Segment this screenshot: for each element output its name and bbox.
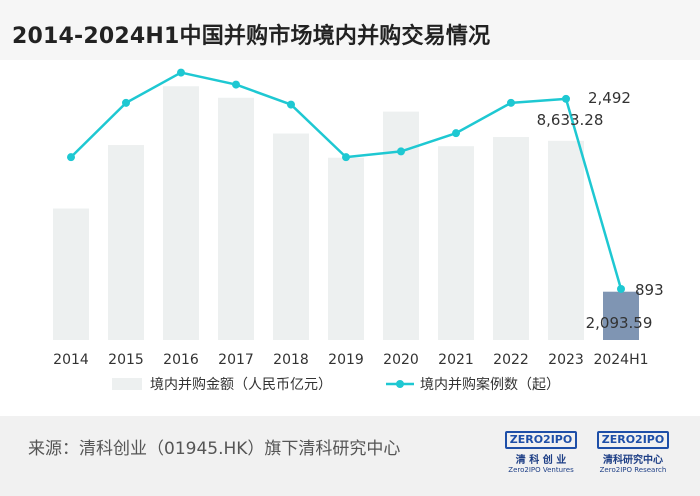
legend: 境内并购金额（人民币亿元） 境内并购案例数（起） — [112, 376, 560, 393]
x-tick-2023: 2023 — [548, 352, 584, 368]
line-point-2023 — [562, 94, 570, 103]
x-tick-2017: 2017 — [218, 352, 254, 368]
legend-line-marker — [396, 380, 404, 388]
combo-chart: 2014 2015 2016 2017 2018 2019 2020 2021 2022 2023… — [53, 68, 664, 393]
footer: 来源：清科创业（01945.HK）旗下清科研究中心 ZERO2IPO 清 科 创… — [0, 416, 700, 496]
line-point-2014 — [67, 153, 75, 162]
x-tick-2014: 2014 — [53, 352, 89, 368]
plot-area: 2014 2015 2016 2017 2018 2019 2020 2021 2022 2023… — [0, 60, 700, 416]
logo-mark: ZERO2IPO — [596, 431, 670, 449]
legend-bar-label: 境内并购金额（人民币亿元） — [150, 377, 332, 393]
line-point-2018 — [287, 100, 295, 109]
label-line-2024H1: 893 — [635, 281, 664, 299]
bar-2019 — [328, 157, 364, 340]
data-labels: 8,633.28 2,093.59 2,492 893 — [537, 89, 664, 332]
x-tick-2024H1: 2024H1 — [593, 352, 648, 368]
bar-2021 — [438, 146, 474, 340]
label-bar-2023: 8,633.28 — [537, 111, 604, 129]
logo-en: Zero2IPO Research — [599, 466, 667, 474]
bar-2022 — [493, 136, 529, 340]
zero2ipo-research-logo: ZERO2IPO 清科研究中心 Zero2IPO Research — [594, 428, 672, 476]
x-tick-2021: 2021 — [438, 352, 474, 368]
bar-2017 — [218, 97, 254, 340]
zero2ipo-ventures-logo: ZERO2IPO 清 科 创 业 Zero2IPO Ventures — [502, 428, 580, 476]
line-point-2016 — [177, 68, 185, 77]
line-point-2022 — [507, 98, 515, 107]
line-point-2015 — [122, 98, 130, 107]
line-point-2017 — [232, 80, 240, 89]
logo-cn: 清 科 创 业 — [515, 455, 567, 466]
legend-bar-swatch — [112, 378, 142, 390]
logo-cn: 清科研究中心 — [603, 455, 663, 466]
line-point-2020 — [397, 147, 405, 156]
x-axis-labels: 2014 2015 2016 2017 2018 2019 2020 2021 2022 2023… — [53, 352, 648, 368]
x-tick-2019: 2019 — [328, 352, 364, 368]
x-tick-2018: 2018 — [273, 352, 309, 368]
x-tick-2015: 2015 — [108, 352, 144, 368]
bar-2023 — [548, 140, 584, 340]
bar-2024H1 — [603, 291, 639, 340]
logo-en: Zero2IPO Ventures — [508, 466, 574, 474]
line-series — [67, 68, 625, 293]
chart-title: 2014-2024H1中国并购市场境内并购交易情况 — [12, 24, 491, 49]
bar-2015 — [108, 145, 144, 340]
bar-2014 — [53, 208, 89, 340]
line-point-2021 — [452, 129, 460, 138]
source-note: 来源：清科创业（01945.HK）旗下清科研究中心 — [28, 439, 401, 459]
bar-2016 — [163, 86, 199, 340]
legend-line-label: 境内并购案例数（起） — [420, 376, 560, 393]
logo-mark: ZERO2IPO — [504, 431, 578, 449]
line-point-2019 — [342, 153, 350, 162]
x-tick-2016: 2016 — [163, 352, 199, 368]
label-line-2023: 2,492 — [588, 89, 631, 107]
x-tick-2022: 2022 — [493, 352, 529, 368]
line-point-2024H1 — [617, 284, 625, 293]
bar-2018 — [273, 133, 309, 340]
label-bar-2024H1: 2,093.59 — [586, 314, 653, 332]
x-tick-2020: 2020 — [383, 352, 419, 368]
bar-series — [53, 86, 639, 341]
bar-2020 — [383, 111, 419, 341]
